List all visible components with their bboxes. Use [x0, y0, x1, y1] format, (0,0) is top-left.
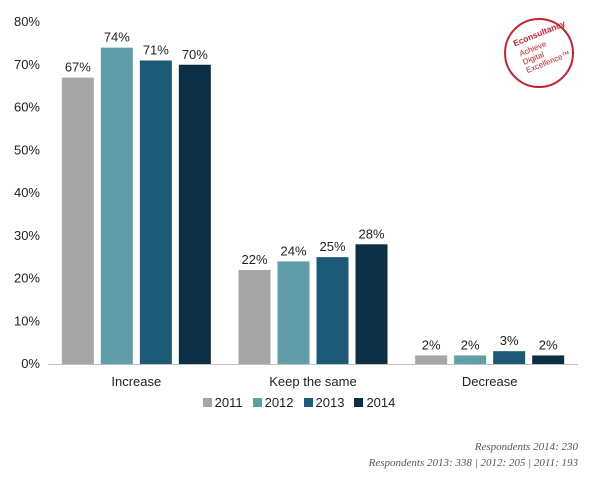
data-label: 74%: [104, 30, 130, 45]
data-label: 3%: [500, 333, 519, 348]
bar-2013-decrease: [493, 351, 526, 364]
y-tick-label: 70%: [14, 57, 40, 72]
data-label: 24%: [280, 243, 306, 258]
data-label: 22%: [241, 252, 267, 267]
footnote-respondents-2014: Respondents 2014: 230: [474, 441, 578, 453]
legend-swatch: [303, 398, 313, 407]
legend-item-2014: 2014: [354, 395, 395, 410]
legend-item-2013: 2013: [303, 395, 345, 410]
y-tick-label: 30%: [14, 228, 40, 243]
bar-2011-increase: [61, 77, 94, 364]
bar-2012-increase: [100, 47, 133, 365]
bar-2014-decrease: [532, 355, 565, 364]
data-label: 67%: [65, 60, 91, 75]
data-label: 2%: [539, 337, 558, 352]
bar-2014-keep-the-same: [355, 244, 388, 364]
bar-2013-increase: [139, 60, 172, 364]
bar-2012-keep-the-same: [277, 261, 310, 364]
y-axis-ticks: 0% 10% 20% 30% 40% 50% 60% 70% 80%: [14, 14, 40, 371]
legend-item-2012: 2012: [252, 395, 294, 410]
footnote-respondents-prior: Respondents 2013: 338 | 2012: 205 | 2011…: [368, 457, 578, 469]
bar-2011-decrease: [415, 355, 448, 364]
legend-label: 2013: [315, 395, 345, 410]
bar-2012-decrease: [454, 355, 487, 364]
category-label: Decrease: [462, 374, 518, 389]
data-label: 70%: [182, 47, 208, 62]
y-tick-label: 10%: [14, 313, 40, 328]
legend-label: 2014: [366, 395, 396, 410]
legend-label: 2011: [214, 395, 243, 410]
econsultancy-logo: Econsultancy Achieve Digital Excellence™: [504, 18, 574, 88]
y-tick-label: 0%: [21, 356, 40, 371]
bar-2013-keep-the-same: [316, 257, 349, 364]
legend-item-2011: 2011: [202, 395, 243, 410]
bars: [61, 47, 565, 365]
legend-swatch: [202, 398, 212, 407]
bar-2011-keep-the-same: [238, 269, 271, 364]
legend-label: 2012: [264, 395, 294, 410]
bar-2014-increase: [178, 64, 211, 364]
y-tick-label: 40%: [14, 185, 40, 200]
data-label: 71%: [143, 42, 169, 57]
data-labels: 67% 74% 71% 70% 22% 24% 25% 28% 2% 2% 3% 2%: [65, 30, 558, 353]
category-labels: Increase Keep the same Decrease: [111, 374, 517, 389]
y-tick-label: 50%: [14, 142, 40, 157]
legend: 2011 2012 2013 2014: [0, 395, 598, 410]
data-label: 2%: [461, 337, 480, 352]
legend-swatch: [252, 398, 262, 407]
y-tick-label: 80%: [14, 14, 40, 29]
category-label: Increase: [111, 374, 161, 389]
legend-swatch: [354, 398, 364, 407]
data-label: 2%: [422, 337, 441, 352]
y-tick-label: 60%: [14, 100, 40, 115]
category-label: Keep the same: [269, 374, 356, 389]
data-label: 25%: [319, 239, 345, 254]
y-tick-label: 20%: [14, 271, 40, 286]
data-label: 28%: [358, 226, 384, 241]
